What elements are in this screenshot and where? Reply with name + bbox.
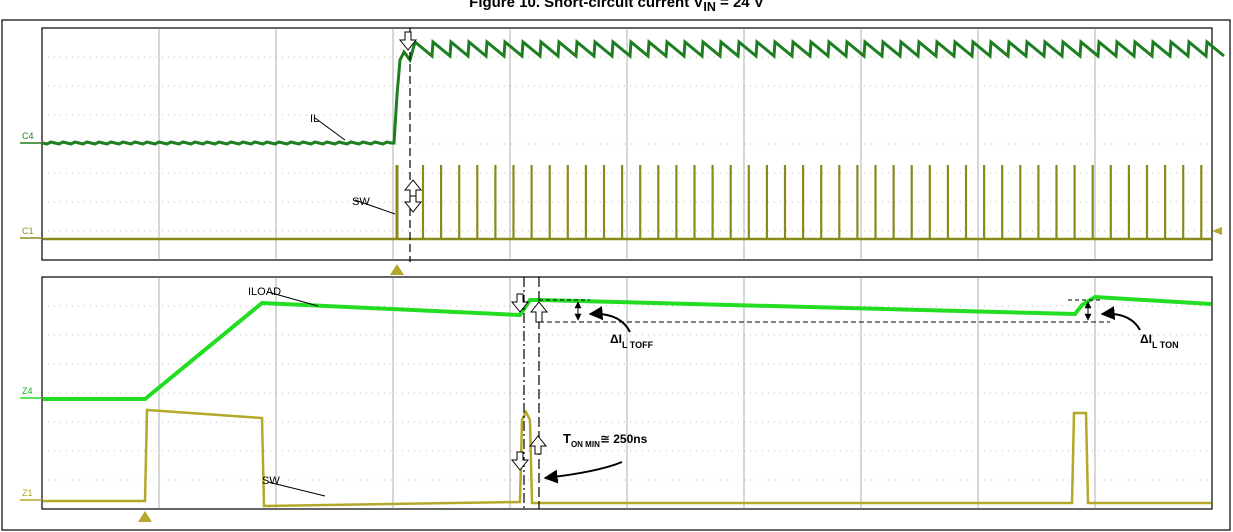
svg-text:Z4: Z4 bbox=[22, 386, 33, 396]
arrow-up-icon bbox=[528, 435, 548, 455]
iload-label: ILOAD bbox=[248, 286, 281, 298]
right-trigger-marker bbox=[1212, 227, 1222, 235]
ton-min-annotation: TON MIN≅ 250ns bbox=[563, 431, 648, 449]
svg-text:Z1: Z1 bbox=[22, 488, 33, 498]
channel-label-z4: Z4 bbox=[20, 386, 42, 399]
top-panel bbox=[41, 27, 1225, 261]
arrow-down-icon bbox=[510, 293, 530, 313]
sw-trace-top bbox=[43, 165, 1211, 241]
figure-frame bbox=[1, 19, 1231, 531]
il-label: IL bbox=[310, 113, 319, 125]
delta-il-ton-annotation: ΔIL TON bbox=[1140, 332, 1179, 350]
channel-label-c1: C1 bbox=[20, 226, 42, 239]
bottom-panel bbox=[41, 276, 1213, 510]
svg-text:C4: C4 bbox=[22, 131, 34, 141]
channel-label-z1: Z1 bbox=[20, 488, 42, 501]
sw-label-bottom: SW bbox=[262, 475, 280, 487]
channel-label-c4: C4 bbox=[20, 131, 42, 144]
annotation-arrows bbox=[543, 306, 1141, 484]
arrow-up-icon bbox=[403, 179, 423, 197]
annotation-leaders bbox=[267, 117, 396, 497]
sw-trace-bottom bbox=[43, 408, 1211, 508]
svg-text:C1: C1 bbox=[22, 226, 34, 236]
arrow-down-icon bbox=[510, 451, 530, 471]
delta-il-toff-annotation: ΔIL TOFF bbox=[610, 332, 654, 350]
arrow-icons bbox=[398, 31, 549, 471]
il-trace bbox=[42, 38, 1225, 146]
bottom-panel-grid bbox=[42, 277, 1212, 509]
trigger-marker-bottom bbox=[138, 511, 152, 522]
figure-title: Figure 10. Short-circuit current VIN = 2… bbox=[469, 0, 764, 14]
top-panel-grid bbox=[42, 28, 1212, 260]
iload-trace bbox=[43, 294, 1212, 401]
delta-reference-lines bbox=[539, 299, 1110, 323]
arrow-down-icon bbox=[403, 195, 423, 213]
sw-label-top: SW bbox=[352, 196, 370, 208]
arrow-down-icon bbox=[398, 31, 418, 51]
arrow-up-icon bbox=[529, 301, 549, 323]
trigger-marker-top bbox=[390, 264, 404, 275]
